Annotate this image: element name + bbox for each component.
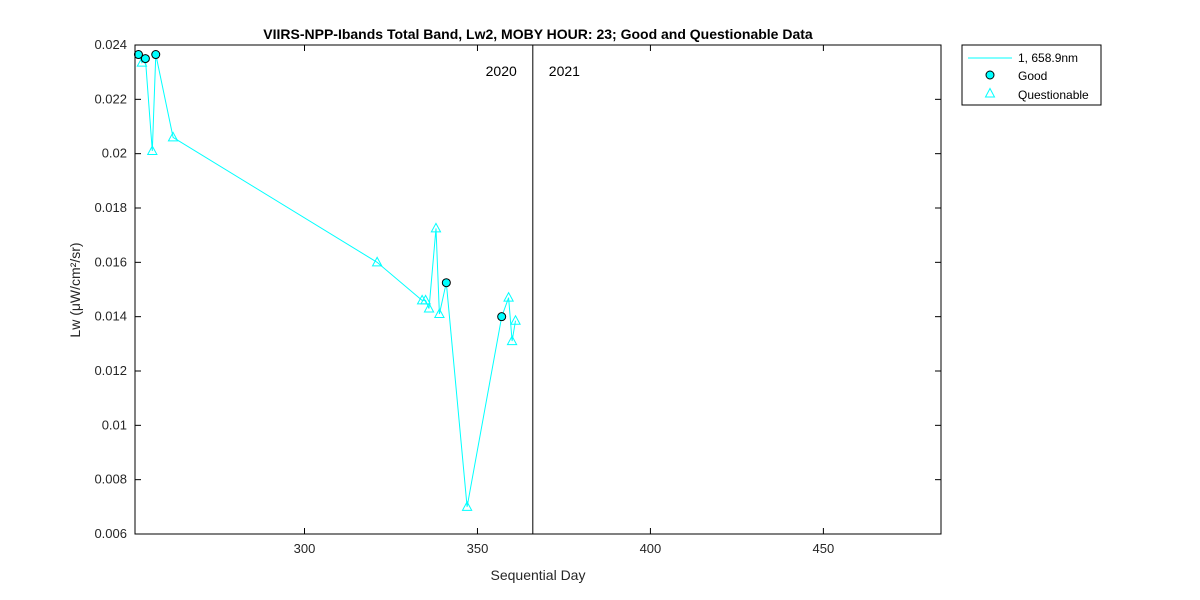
- questionable-point: [423, 302, 435, 313]
- x-tick-label: 400: [640, 541, 662, 556]
- good-point: [140, 54, 150, 64]
- x-axis-label: Sequential Day: [491, 567, 586, 583]
- legend: 1, 658.9nm Good Questionable: [961, 44, 1102, 106]
- questionable-point: [461, 500, 473, 511]
- questionable-point: [146, 144, 158, 155]
- y-tick-label: 0.01: [102, 417, 127, 432]
- y-tick-label: 0.022: [94, 91, 127, 106]
- legend-entry-questionable: Questionable: [1018, 88, 1089, 102]
- good-point: [497, 312, 507, 322]
- chart-title: VIIRS-NPP-Ibands Total Band, Lw2, MOBY H…: [263, 26, 813, 42]
- plot-frame: [134, 44, 942, 535]
- x-tick-label: 450: [813, 541, 835, 556]
- questionable-point: [503, 291, 515, 302]
- x-axis-ticks: 300 350 400 450: [294, 45, 835, 556]
- x-tick-label: 300: [294, 541, 316, 556]
- questionable-point: [371, 256, 383, 267]
- y-tick-label: 0.012: [94, 363, 127, 378]
- legend-questionable-marker: [984, 87, 996, 98]
- y-tick-label: 0.018: [94, 200, 127, 215]
- good-point: [441, 278, 451, 288]
- questionable-point: [433, 307, 445, 318]
- legend-box: [961, 44, 1102, 106]
- year-label-2021: 2021: [549, 63, 580, 79]
- year-label-2020: 2020: [486, 63, 517, 79]
- questionable-point: [430, 222, 442, 233]
- questionable-point: [506, 335, 518, 346]
- questionable-point: [420, 294, 432, 305]
- questionable-point: [510, 314, 521, 325]
- y-tick-label: 0.014: [94, 309, 127, 324]
- y-tick-label: 0.02: [102, 146, 127, 161]
- series-layer: [133, 50, 521, 511]
- legend-entry-series: 1, 658.9nm: [1018, 51, 1078, 65]
- legend-entry-good: Good: [1018, 69, 1047, 83]
- good-point: [133, 50, 143, 60]
- y-axis-ticks: 0.006 0.008 0.01 0.012 0.014 0.016 0.018 0.02 0.…: [94, 37, 941, 541]
- y-tick-label: 0.024: [94, 37, 127, 52]
- y-axis-label: Lw (μW/cm²/sr): [67, 242, 83, 337]
- y-tick-label: 0.016: [94, 254, 127, 269]
- x-tick-label: 350: [467, 541, 489, 556]
- y-tick-label: 0.008: [94, 472, 127, 487]
- legend-good-marker: [985, 70, 995, 80]
- plot-background: [135, 45, 941, 534]
- good-point: [151, 50, 161, 60]
- year-divider-layer: 2020 2021: [486, 45, 580, 534]
- y-tick-label: 0.006: [94, 526, 127, 541]
- questionable-point: [167, 131, 179, 142]
